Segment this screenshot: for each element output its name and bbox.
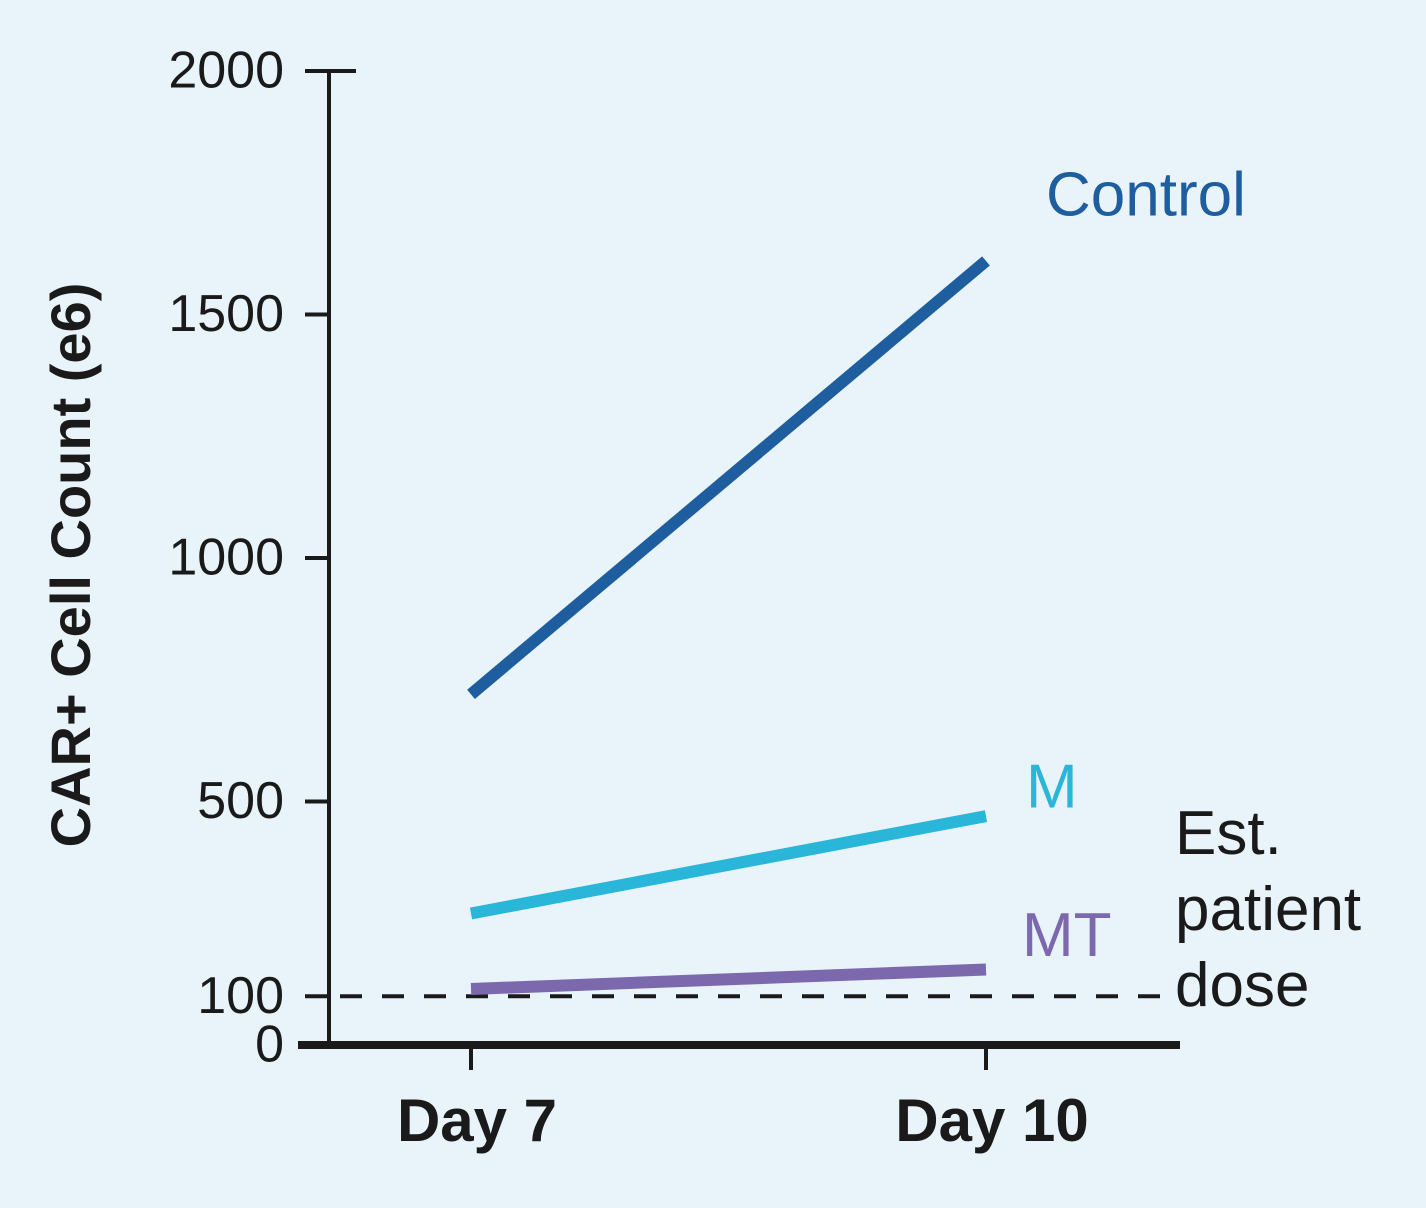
reference-label: Est. patient dose	[1175, 799, 1362, 1020]
y-tick-label: 100	[197, 967, 284, 1025]
y-tick-label: 0	[255, 1016, 284, 1074]
y-tick-label: 1500	[168, 285, 284, 343]
series-label: M	[1026, 752, 1078, 821]
series-line	[467, 256, 990, 699]
y-tick-label: 1000	[168, 529, 284, 587]
y-tick-label: 2000	[168, 42, 284, 100]
series-line	[470, 963, 987, 995]
y-tick-label: 500	[197, 772, 284, 830]
series-line	[469, 810, 988, 920]
series-label: Control	[1046, 160, 1246, 229]
series-label: MT	[1022, 901, 1112, 970]
x-tick-label: Day 10	[895, 1087, 1088, 1154]
x-tick-label: Day 7	[397, 1087, 557, 1154]
y-axis-label: CAR+ Cell Count (e6)	[39, 283, 102, 848]
